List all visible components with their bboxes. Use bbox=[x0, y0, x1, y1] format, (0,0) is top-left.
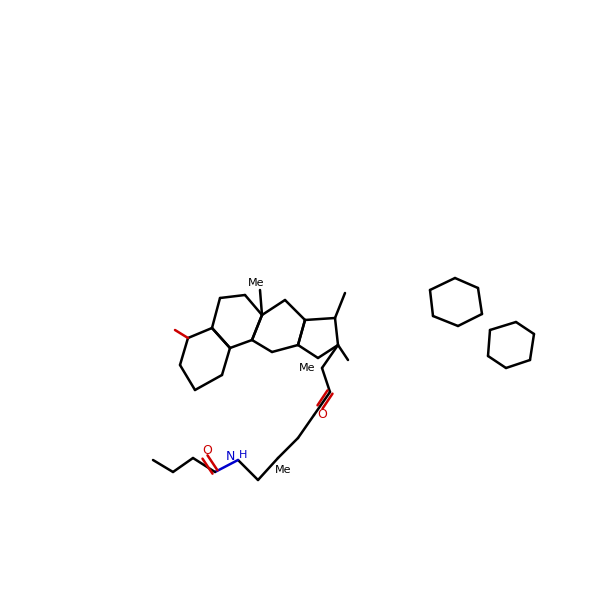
Text: N: N bbox=[226, 451, 235, 463]
Text: H: H bbox=[239, 450, 247, 460]
Text: Me: Me bbox=[275, 465, 291, 475]
Text: Me: Me bbox=[299, 363, 315, 373]
Text: O: O bbox=[317, 407, 327, 421]
Text: O: O bbox=[202, 443, 212, 457]
Text: Me: Me bbox=[248, 278, 264, 288]
